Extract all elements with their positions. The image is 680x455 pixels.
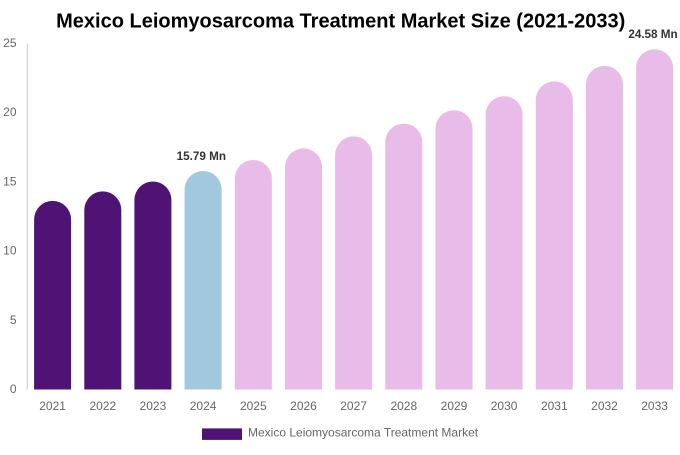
svg-text:24.58 Mn: 24.58 Mn xyxy=(628,28,677,41)
svg-text:2029: 2029 xyxy=(441,399,468,413)
svg-text:2028: 2028 xyxy=(390,399,417,413)
svg-text:15.79 Mn: 15.79 Mn xyxy=(177,150,226,163)
svg-text:25: 25 xyxy=(3,36,17,50)
svg-text:Mexico Leiomyosarcoma Treatmen: Mexico Leiomyosarcoma Treatment Market S… xyxy=(56,11,625,33)
svg-text:2030: 2030 xyxy=(491,399,518,413)
svg-text:2031: 2031 xyxy=(541,399,568,413)
svg-text:2027: 2027 xyxy=(340,399,367,413)
svg-text:0: 0 xyxy=(10,382,17,396)
svg-text:2033: 2033 xyxy=(641,399,668,413)
svg-text:2025: 2025 xyxy=(240,399,267,413)
svg-text:Mexico Leiomyosarcoma Treatmen: Mexico Leiomyosarcoma Treatment Market xyxy=(248,426,479,440)
svg-text:15: 15 xyxy=(3,174,17,188)
svg-text:2026: 2026 xyxy=(290,399,317,413)
svg-text:2032: 2032 xyxy=(591,399,618,413)
svg-text:2024: 2024 xyxy=(190,399,217,413)
svg-text:2022: 2022 xyxy=(89,399,116,413)
svg-text:20: 20 xyxy=(3,105,17,119)
svg-text:5: 5 xyxy=(10,313,17,327)
svg-text:2023: 2023 xyxy=(140,399,167,413)
svg-text:2021: 2021 xyxy=(39,399,66,413)
svg-text:10: 10 xyxy=(3,244,17,258)
